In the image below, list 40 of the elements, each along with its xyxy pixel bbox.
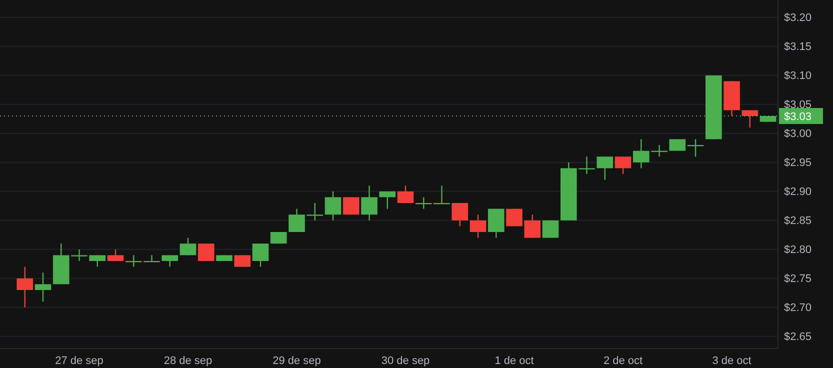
candlestick <box>361 185 378 221</box>
candlestick <box>34 272 52 302</box>
candlestick <box>742 110 758 128</box>
y-tick-label: $2.80 <box>784 244 812 256</box>
x-tick-label: 30 de sep <box>381 354 430 367</box>
candlestick <box>488 208 504 238</box>
y-tick-label: $2.70 <box>784 302 812 314</box>
candlestick <box>669 138 686 152</box>
candlestick <box>162 254 178 268</box>
candlestick <box>596 156 614 180</box>
y-tick-label: $3.15 <box>784 40 812 53</box>
y-tick-label: $3.10 <box>784 70 812 82</box>
x-tick-label: 29 de sep <box>272 354 321 367</box>
candlestick <box>234 254 251 268</box>
candlestick <box>180 237 196 256</box>
candlestick <box>252 243 269 268</box>
candlestick <box>342 196 360 216</box>
candlestick <box>379 190 396 210</box>
x-tick-label: 2 de oct <box>603 354 643 367</box>
y-tick-label: $2.85 <box>784 214 812 227</box>
candlestick <box>614 156 632 175</box>
y-tick-label: $2.90 <box>784 186 812 198</box>
candlestick <box>542 220 559 238</box>
x-tick-label: 28 de sep <box>164 354 212 367</box>
candlestick <box>16 266 34 308</box>
x-tick-label: 27 de sep <box>55 354 104 367</box>
x-tick-label: 3 de oct <box>712 354 752 367</box>
x-tick-label: 1 de oct <box>494 354 534 367</box>
y-tick-label: $3.05 <box>784 98 812 111</box>
candlestick <box>198 243 214 262</box>
candlestick <box>470 214 486 238</box>
y-tick-label: $2.65 <box>784 330 812 343</box>
y-tick-label: $3.20 <box>784 12 812 24</box>
y-tick-label: $2.95 <box>784 156 812 169</box>
candlestick <box>324 190 342 221</box>
ref-line-label: $3.03 <box>784 111 812 123</box>
candlestick <box>397 185 414 204</box>
candlestick <box>452 202 468 227</box>
y-tick-label: $3.00 <box>784 128 812 140</box>
y-tick-label: $2.75 <box>784 272 812 285</box>
